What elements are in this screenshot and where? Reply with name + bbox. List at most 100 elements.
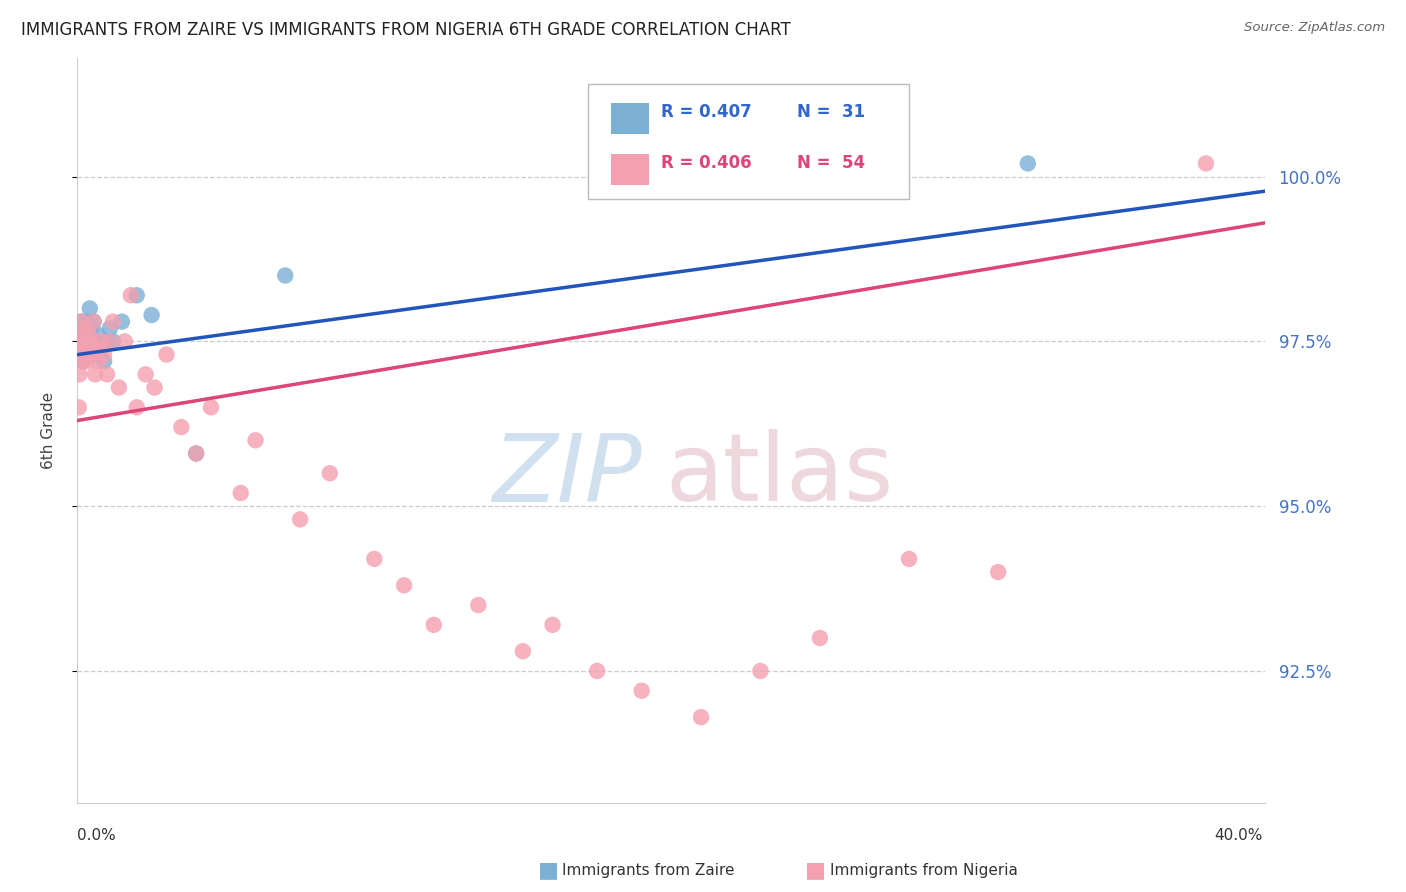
Point bbox=[72, 354, 94, 368]
Point bbox=[72, 354, 94, 368]
Point bbox=[143, 380, 166, 394]
Point bbox=[77, 327, 100, 342]
Text: Immigrants from Nigeria: Immigrants from Nigeria bbox=[830, 863, 1018, 878]
Point bbox=[76, 354, 98, 368]
Point bbox=[749, 664, 772, 678]
Point bbox=[808, 631, 831, 645]
Point bbox=[90, 334, 112, 349]
Point bbox=[90, 341, 112, 355]
Point bbox=[690, 710, 713, 724]
Text: R = 0.406: R = 0.406 bbox=[661, 153, 751, 172]
Point bbox=[70, 315, 93, 329]
Point bbox=[101, 315, 124, 329]
Point bbox=[229, 486, 252, 500]
Text: ■: ■ bbox=[538, 861, 558, 880]
Point bbox=[108, 380, 131, 394]
Point bbox=[70, 334, 93, 349]
Text: 40.0%: 40.0% bbox=[1215, 829, 1263, 843]
Point bbox=[155, 348, 177, 362]
Point bbox=[82, 348, 104, 362]
Point bbox=[75, 327, 97, 342]
Point bbox=[69, 334, 91, 349]
Point bbox=[987, 565, 1010, 579]
Point bbox=[363, 552, 385, 566]
Point bbox=[319, 467, 342, 481]
Point bbox=[72, 327, 94, 342]
Point bbox=[70, 315, 93, 329]
Point bbox=[467, 598, 489, 612]
Point bbox=[93, 354, 115, 368]
Text: IMMIGRANTS FROM ZAIRE VS IMMIGRANTS FROM NIGERIA 6TH GRADE CORRELATION CHART: IMMIGRANTS FROM ZAIRE VS IMMIGRANTS FROM… bbox=[21, 21, 790, 38]
Point bbox=[67, 348, 90, 362]
Text: N =  31: N = 31 bbox=[797, 103, 866, 121]
Point bbox=[76, 341, 98, 355]
Point bbox=[67, 401, 90, 415]
Point bbox=[87, 354, 110, 368]
Point bbox=[93, 348, 115, 362]
Point bbox=[274, 268, 297, 283]
Text: atlas: atlas bbox=[665, 429, 894, 521]
Point bbox=[125, 288, 148, 302]
Bar bbox=[610, 153, 648, 185]
Point bbox=[114, 334, 136, 349]
Point bbox=[77, 341, 100, 355]
Point bbox=[69, 334, 91, 349]
Point bbox=[125, 401, 148, 415]
Point bbox=[101, 334, 124, 349]
Point bbox=[83, 315, 105, 329]
Point bbox=[72, 341, 94, 355]
Point bbox=[170, 420, 193, 434]
Point bbox=[200, 401, 222, 415]
Point bbox=[75, 348, 97, 362]
Point bbox=[67, 368, 90, 382]
Text: ZIP: ZIP bbox=[492, 430, 641, 521]
Point bbox=[80, 321, 103, 335]
Point bbox=[82, 334, 104, 349]
Point bbox=[541, 617, 564, 632]
Point bbox=[75, 321, 97, 335]
Point bbox=[75, 334, 97, 349]
Point bbox=[245, 434, 267, 448]
Point bbox=[141, 308, 163, 322]
Point bbox=[69, 348, 91, 362]
Point bbox=[79, 301, 101, 316]
Text: Source: ZipAtlas.com: Source: ZipAtlas.com bbox=[1244, 21, 1385, 34]
Point bbox=[630, 683, 652, 698]
Point bbox=[98, 321, 121, 335]
Point bbox=[70, 327, 93, 342]
Point bbox=[84, 368, 107, 382]
Point bbox=[111, 315, 134, 329]
Bar bbox=[610, 103, 648, 134]
Text: ■: ■ bbox=[806, 861, 825, 880]
Y-axis label: 6th Grade: 6th Grade bbox=[42, 392, 56, 469]
Point bbox=[120, 288, 142, 302]
Point bbox=[77, 334, 100, 349]
Point bbox=[83, 315, 105, 329]
Point bbox=[392, 578, 415, 592]
Text: 0.0%: 0.0% bbox=[77, 829, 117, 843]
Point bbox=[80, 334, 103, 349]
Point bbox=[98, 334, 121, 349]
Point bbox=[73, 348, 96, 362]
Point bbox=[76, 315, 98, 329]
Point bbox=[86, 341, 108, 355]
Point bbox=[1017, 156, 1039, 170]
Point bbox=[84, 348, 107, 362]
Text: Immigrants from Zaire: Immigrants from Zaire bbox=[562, 863, 735, 878]
Text: R = 0.407: R = 0.407 bbox=[661, 103, 751, 121]
Text: N =  54: N = 54 bbox=[797, 153, 866, 172]
Point bbox=[898, 552, 921, 566]
Point bbox=[96, 368, 118, 382]
Point bbox=[96, 334, 118, 349]
Point bbox=[72, 341, 94, 355]
Point bbox=[512, 644, 534, 658]
Point bbox=[186, 446, 208, 460]
Point bbox=[423, 617, 446, 632]
Point bbox=[1195, 156, 1218, 170]
Point bbox=[186, 446, 208, 460]
Point bbox=[135, 368, 157, 382]
FancyBboxPatch shape bbox=[588, 84, 910, 200]
Point bbox=[73, 321, 96, 335]
Point bbox=[87, 327, 110, 342]
Point bbox=[73, 334, 96, 349]
